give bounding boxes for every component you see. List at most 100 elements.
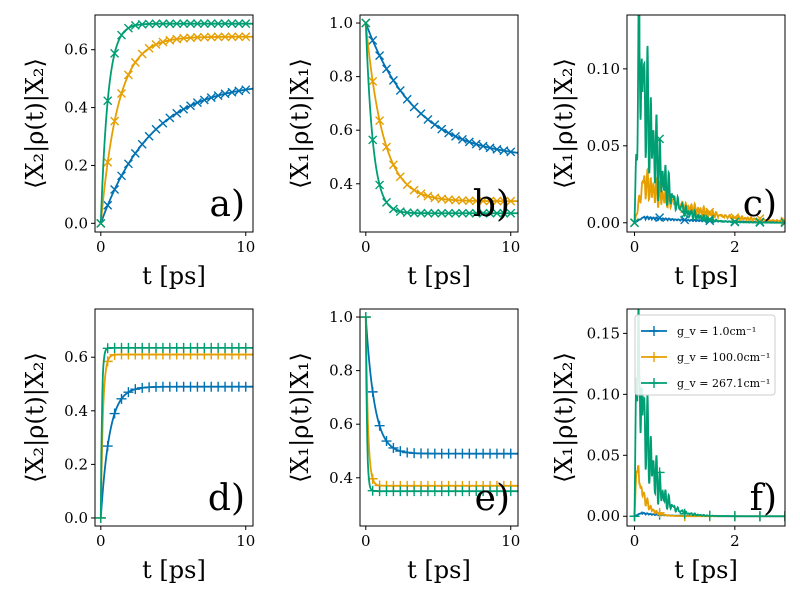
data-point [165,19,175,29]
y-tick-label: 0.6 [64,348,88,366]
data-point [206,32,216,42]
data-point [96,218,106,228]
data-point [506,196,516,206]
x-tick-label: 10 [236,238,255,256]
data-point [151,40,161,49]
data-point [444,128,454,138]
data-point [192,32,202,42]
y-tick-label: 0.6 [329,121,353,139]
x-tick-label: 0 [630,532,640,550]
data-point [192,19,202,29]
data-point [103,96,113,106]
data-point [402,208,412,218]
data-point [234,32,244,42]
data-point [630,218,640,228]
data-point [172,108,182,118]
data-point [213,32,223,42]
data-point [381,436,392,447]
y-axis-label: ⟨X₁|ρ(t)|X₂⟩ [550,352,579,483]
data-point [506,208,516,218]
y-axis-label: ⟨X₁|ρ(t)|X₁⟩ [286,352,315,483]
x-tick-label: 2 [730,532,740,550]
data-point [199,32,209,42]
x-axis-label: t [ps] [142,262,206,290]
x-tick-label: 10 [236,532,255,550]
data-point [102,441,113,452]
x-tick-label: 0 [630,238,640,256]
panel-label: c) [743,184,777,225]
data-point [103,200,113,210]
data-point [213,91,223,101]
data-point [423,191,433,201]
data-point [186,33,196,43]
data-point [451,208,461,218]
data-point [117,88,127,98]
x-axis-label: t [ps] [407,556,471,584]
data-point [499,146,509,156]
data-point [704,510,715,521]
data-point [395,446,406,457]
series-line-267.1 [364,317,518,493]
data-point [402,180,412,190]
data-point [492,208,502,218]
data-point [220,89,230,99]
data-point [430,120,440,130]
data-point [123,70,133,80]
data-point [679,508,690,519]
x-tick-label: 2 [730,238,740,256]
data-point [241,32,251,42]
data-point [499,196,509,206]
data-point [754,511,765,522]
data-point [123,159,133,169]
data-point [780,216,785,226]
data-point [430,193,440,203]
data-point [755,214,765,224]
x-axis-label: t [ps] [674,262,738,290]
data-point [103,157,113,167]
data-point [492,144,502,154]
y-axis-label: ⟨X₁|ρ(t)|X₂⟩ [550,58,579,189]
y-tick-label: 0.05 [587,137,620,155]
x-tick-label: 10 [501,532,520,550]
data-point [158,19,168,29]
data-point [368,135,378,145]
plot-frame [626,308,786,527]
data-point [367,386,378,397]
data-point [199,19,209,29]
data-point [437,124,447,134]
data-point [137,49,147,59]
data-point [109,408,120,419]
data-point [395,85,405,95]
data-point [95,512,106,523]
x-tick-label: 0 [96,238,106,256]
data-point [117,171,127,181]
x-tick-label: 0 [361,532,371,550]
y-axis-label: ⟨X₂|ρ(t)|X₂⟩ [21,352,50,483]
panel-d: 0 10 0.0 0.2 0.4 0.6 t [ps] ⟨X₂|ρ(t)|X₂⟩ d) [21,308,255,584]
y-tick-label: 0.10 [587,60,620,78]
y-tick-label: 0.00 [587,507,620,525]
panel-label: b) [473,184,510,225]
y-tick-label: 0.4 [329,175,353,193]
y-tick-label: 0.2 [64,156,88,174]
data-point [130,57,140,67]
legend: g_v = 1.0cm⁻¹ g_v = 100.0cm⁻¹ g_v = 267.1c… [634,314,776,396]
data-point [206,93,216,103]
y-axis-label: ⟨X₂|ρ(t)|X₂⟩ [21,58,50,189]
y-tick-label: 0.0 [64,509,88,527]
data-point [179,104,189,114]
data-point [158,37,168,47]
data-point [375,116,385,126]
data-point [416,109,426,119]
y-tick-label: 0.4 [329,469,353,487]
data-point [505,486,516,497]
data-point [388,442,399,453]
x-axis-label: t [ps] [674,556,738,584]
data-point [360,312,371,323]
data-point [382,197,392,207]
data-point [151,19,161,29]
data-point [464,208,474,218]
data-point [117,30,127,40]
data-point [220,19,230,29]
